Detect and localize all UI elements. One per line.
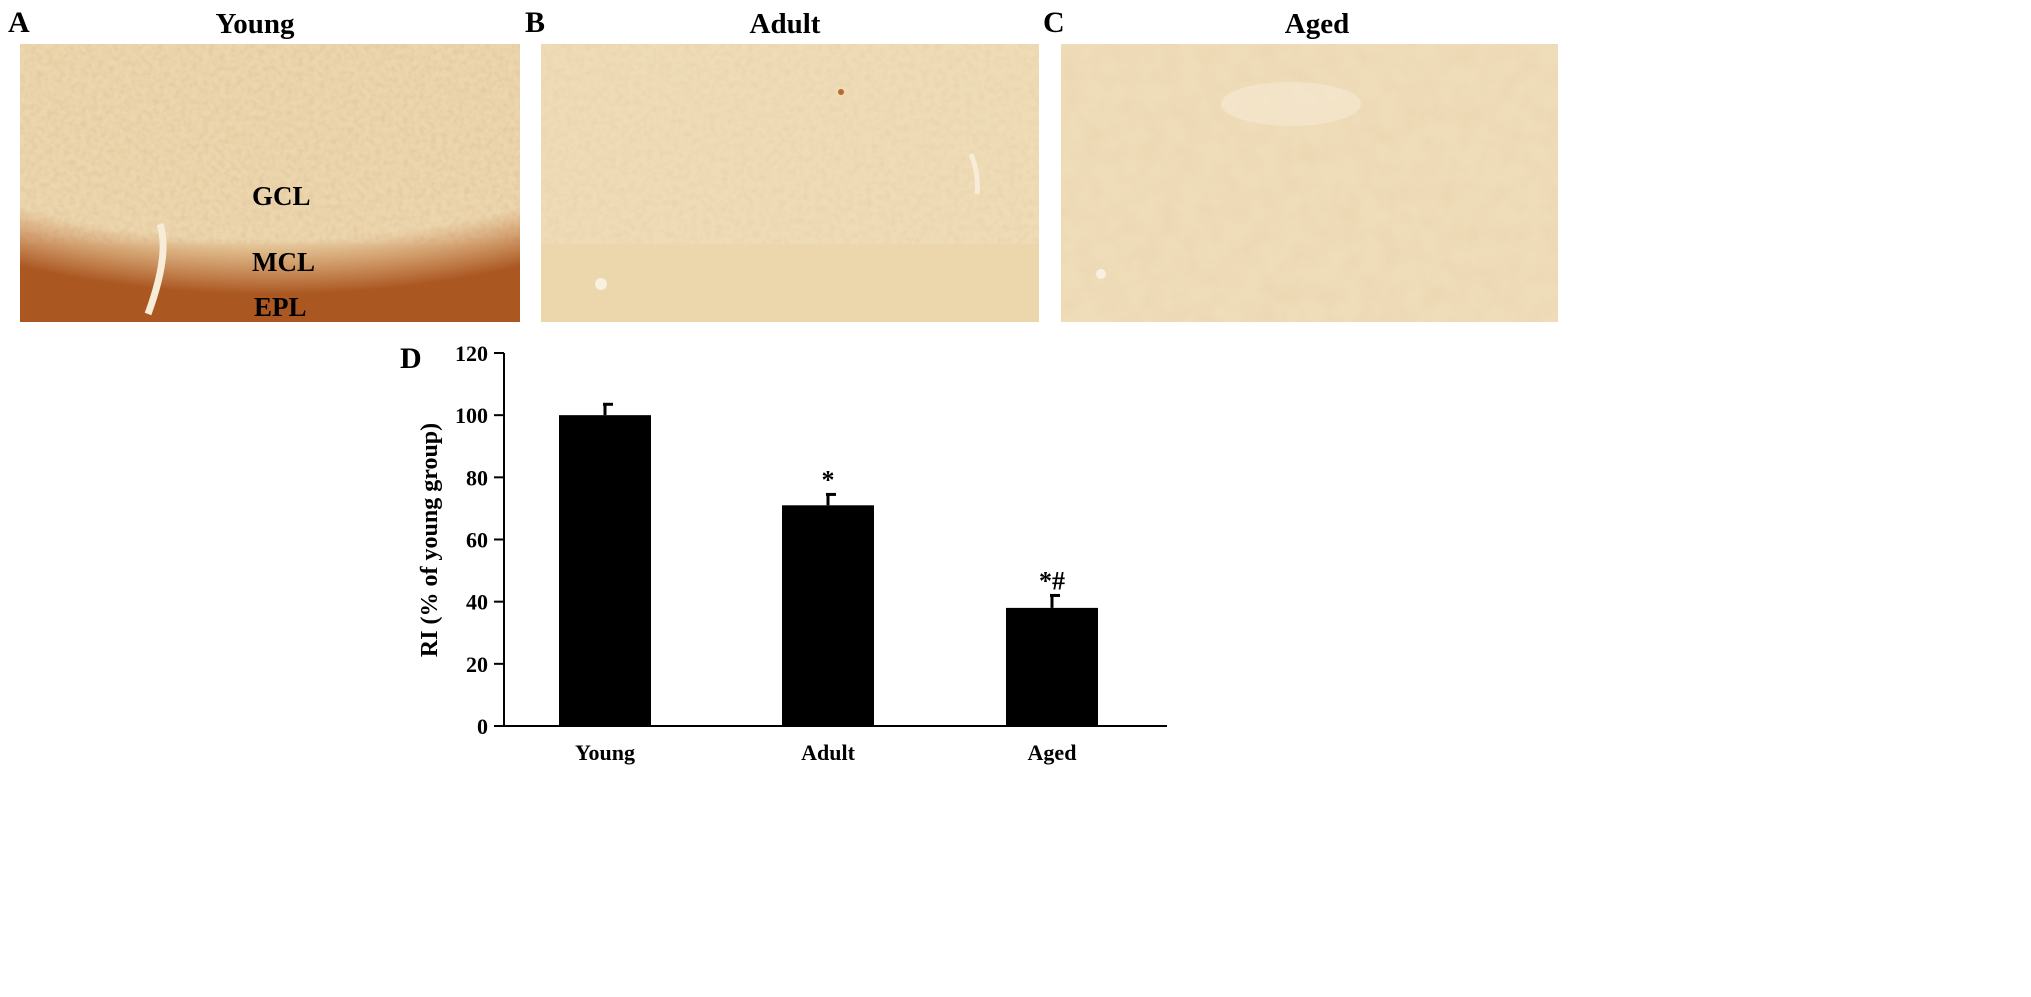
panel-title-aged: Aged <box>1284 8 1350 40</box>
y-tick-label: 120 <box>455 341 488 366</box>
panel-letter-a: A <box>8 6 30 39</box>
x-tick-label: Young <box>575 740 635 765</box>
panel-letter-d: D <box>400 342 422 375</box>
panel-letter-b: B <box>525 6 546 39</box>
micrograph-young <box>20 44 520 322</box>
layer-label-epl: EPL <box>254 292 307 322</box>
y-tick-label: 80 <box>466 465 488 490</box>
y-tick-label: 40 <box>466 590 488 615</box>
panel-letter-c: C <box>1043 6 1065 39</box>
panel-title-young: Young <box>215 8 295 40</box>
panel-title-adult: Adult <box>749 8 821 40</box>
y-axis-label: RI (% of young group) <box>417 423 443 657</box>
bar-adult <box>782 505 874 726</box>
layer-label-mcl: MCL <box>252 247 315 277</box>
y-tick-label: 0 <box>477 714 488 739</box>
y-tick-label: 60 <box>466 528 488 553</box>
bar-young <box>559 415 651 726</box>
micrograph-adult <box>541 44 1039 322</box>
y-tick-label: 20 <box>466 652 488 677</box>
bar-aged <box>1006 607 1098 726</box>
x-tick-label: Aged <box>1028 740 1077 765</box>
x-tick-label: Adult <box>801 740 855 765</box>
significance-mark: *# <box>1039 566 1065 595</box>
micrograph-aged <box>1061 44 1558 322</box>
significance-mark: * <box>822 465 835 494</box>
layer-label-gcl: GCL <box>252 181 311 211</box>
y-tick-label: 100 <box>455 403 488 428</box>
